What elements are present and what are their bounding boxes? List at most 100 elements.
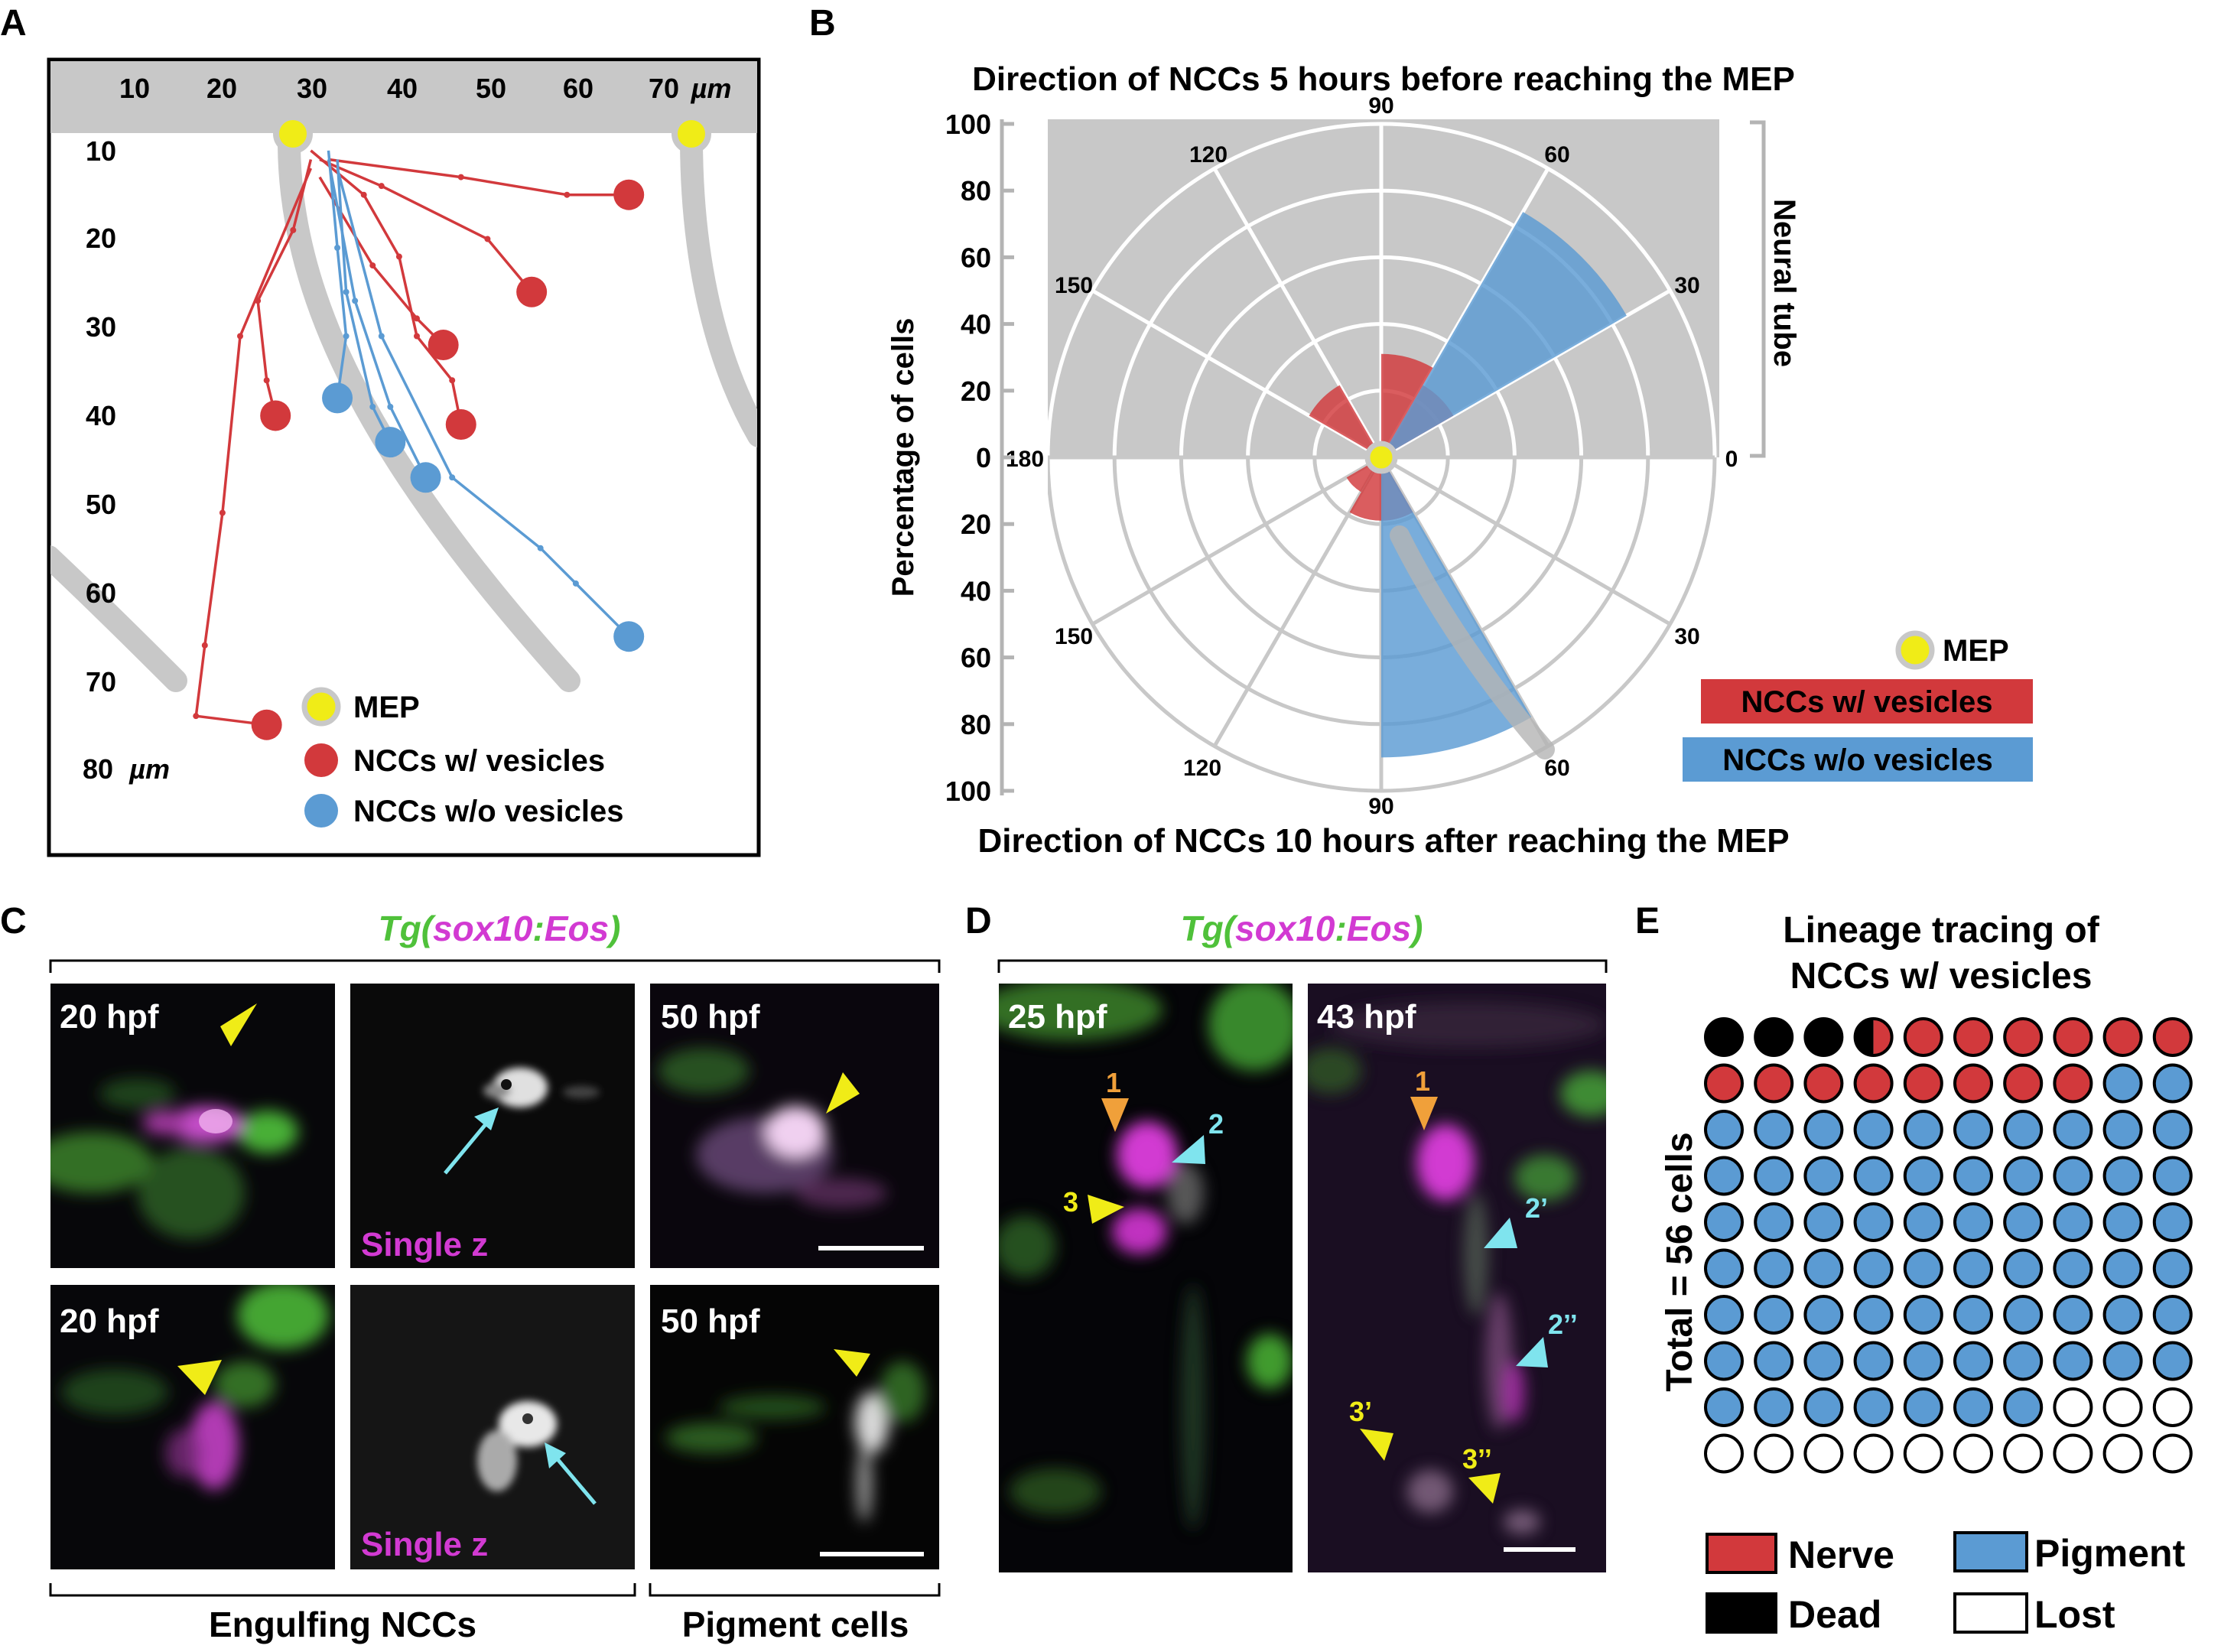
panel-e-title-1: Lineage tracing of [1783, 910, 2099, 951]
construct-reporter: Eos [1347, 909, 1411, 948]
dot-pigment [2152, 1295, 2193, 1335]
radial-ticks: 0 20 20 40 40 60 60 80 80 100 100 [945, 109, 1014, 807]
dot-pigment [2003, 1295, 2044, 1335]
dot-pigment [1754, 1295, 1794, 1335]
dot-pigment [1953, 1387, 1993, 1427]
legend-red-label: NCCs w/ vesicles [1741, 685, 1992, 719]
x-tick: 50 [476, 73, 506, 104]
radial-tick-label: 60 [961, 242, 991, 273]
radial-tick-label: 100 [945, 109, 991, 140]
angle-label: 90 [1368, 93, 1393, 119]
polar-title-top: Direction of NCCs 5 hours before reachin… [972, 60, 1795, 98]
dot-pigment [1754, 1110, 1794, 1150]
x-tick: 40 [387, 73, 418, 104]
red-track-endpoint [251, 709, 282, 740]
radial-tick-label: 0 [976, 442, 991, 473]
panel-d: Tg(sox10:Eos) 25 hpf [997, 909, 1608, 1572]
tile-label: 25 hpf [1008, 998, 1107, 1036]
dot-pigment [1953, 1156, 1993, 1196]
red-track [310, 149, 463, 425]
marker-label: 2 [1208, 1108, 1224, 1140]
dot-pigment [1803, 1202, 1844, 1242]
construct-gene: sox10 [1235, 909, 1335, 948]
y-tick: 10 [86, 135, 116, 167]
dot-pigment [1853, 1341, 1894, 1381]
dot-nerve [1754, 1063, 1794, 1104]
red-track-point [290, 226, 297, 233]
blue-track [336, 167, 630, 638]
dot-pigment [1803, 1248, 1844, 1289]
red-track-endpoint [428, 330, 459, 361]
micrograph-d-1 [999, 984, 1293, 1572]
dot-pigment [1803, 1387, 1844, 1427]
red-track-point [378, 183, 385, 190]
yellow-arrowhead [826, 1072, 860, 1114]
legend-lost-swatch [1953, 1592, 2028, 1634]
dot-pigment [1903, 1387, 1943, 1427]
label-engulfing-nccs: Engulfing NCCs [209, 1605, 476, 1644]
legend-nerve-label: Nerve [1788, 1533, 1894, 1576]
construct-open: ( [421, 909, 437, 948]
dot-pigment [1754, 1156, 1794, 1196]
dot-pigment [2053, 1202, 2093, 1242]
dot-pigment [2102, 1295, 2143, 1335]
panel-letter-d: D [965, 901, 992, 941]
panel-a-y-ticks: 10 20 30 40 50 60 70 80 µm [83, 135, 170, 785]
dot-dead [1704, 1017, 1744, 1057]
dot-pigment [2003, 1341, 2044, 1381]
dot-pigment [1704, 1295, 1744, 1335]
blue-track [327, 159, 428, 479]
angle-label: 150 [1055, 273, 1093, 298]
dot-grid [1704, 1017, 2193, 1474]
polar-radial-axis: 0 20 20 40 40 60 60 80 80 100 100 Percentage of ce… [886, 109, 1014, 807]
dot-lost [2053, 1433, 2093, 1474]
dot-pigment [2152, 1063, 2193, 1104]
red-polar-sector [1309, 385, 1381, 457]
red-track [194, 167, 313, 727]
dot-pigment [1803, 1341, 1844, 1381]
x-tick: 30 [297, 73, 327, 104]
dot-nerve-half [1873, 1019, 1892, 1055]
construct-tg: Tg [1181, 909, 1224, 948]
neural-tube-edge-lower [50, 545, 187, 692]
dot-lost [2102, 1433, 2143, 1474]
dot-pigment [1704, 1341, 1744, 1381]
dot-pigment [2003, 1110, 2044, 1150]
polar-ylabel: Percentage of cells [886, 318, 920, 597]
blue-polar-sector [1381, 212, 1627, 457]
marker-label: 3’ [1349, 1396, 1372, 1427]
panel-d-markers: 1 2 3 1 2’ 2’’ 3’ 3’’ [1063, 1065, 1578, 1504]
dot-pigment [2102, 1248, 2143, 1289]
red-track-point [263, 377, 270, 384]
blue-track [327, 150, 348, 398]
red-track-endpoint [613, 179, 645, 210]
panel-d-construct: Tg(sox10:Eos) [1181, 909, 1423, 948]
legend-red-label: NCCs w/ vesicles [353, 744, 605, 778]
legend-pigment-label: Pigment [2034, 1532, 2186, 1575]
polar-angle-labels: 90 120 150 180 60 30 0 150 30 120 60 90 [1006, 93, 1738, 819]
dot-lost [1754, 1433, 1794, 1474]
construct-colon: : [1335, 909, 1346, 948]
dot-pigment [1803, 1295, 1844, 1335]
dot-pigment [2102, 1202, 2143, 1242]
y-tick: 70 [86, 666, 116, 698]
red-track-point [193, 713, 200, 720]
cyan-arrowhead [1516, 1337, 1548, 1367]
tile-label: 43 hpf [1317, 998, 1416, 1036]
dot-pigment [2053, 1156, 2093, 1196]
polar-mep-marker [1364, 441, 1398, 474]
yellow-arrowhead [177, 1360, 222, 1395]
dot-pigment [1953, 1110, 1993, 1150]
dot-pigment [1803, 1110, 1844, 1150]
dot-pigment [2053, 1248, 2093, 1289]
panel-a-legend: MEP NCCs w/ vesicles NCCs w/o vesicles [301, 687, 624, 828]
tile-label: Single z [361, 1526, 488, 1563]
red-track [328, 158, 629, 197]
red-track-point [395, 253, 402, 260]
blue-track-point [369, 403, 376, 410]
x-tick: 60 [563, 73, 593, 104]
angle-label: 0 [1725, 447, 1738, 472]
blue-track-endpoint [410, 462, 441, 493]
angle-label: 60 [1544, 142, 1569, 167]
red-track-point [414, 333, 420, 340]
